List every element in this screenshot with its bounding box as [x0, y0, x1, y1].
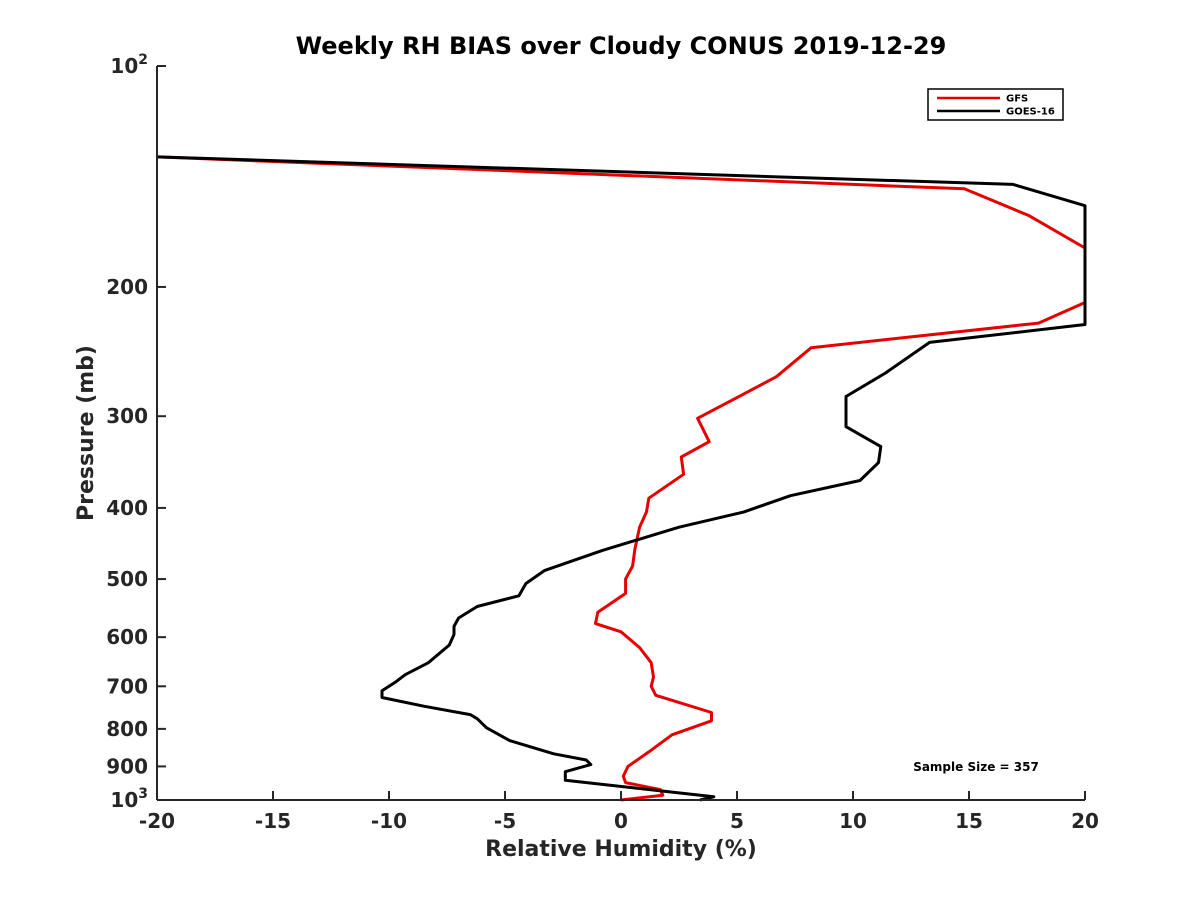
x-tick-label: 5: [730, 809, 744, 833]
x-tick-label: -15: [255, 809, 291, 833]
x-tick-label: -10: [371, 809, 407, 833]
legend-label: GOES-16: [1006, 107, 1055, 118]
legend: GFS GOES-16: [927, 88, 1064, 121]
x-tick-label: -5: [494, 809, 516, 833]
y-tick-label: 800: [106, 717, 148, 741]
y-tick-label: 102: [110, 52, 148, 78]
y-tick-label: 200: [106, 275, 148, 299]
series-layer: [156, 155, 1087, 802]
y-tick-label: 500: [106, 567, 148, 591]
y-tick-label: 900: [106, 754, 148, 778]
legend-box: [927, 88, 1064, 121]
series-line-goes-16: [156, 155, 1087, 802]
y-tick-label: 300: [106, 404, 148, 428]
y-tick-label: 400: [106, 496, 148, 520]
sample-size-annotation: Sample Size = 357: [913, 760, 1039, 774]
x-axis-title: Relative Humidity (%): [485, 837, 757, 862]
legend-label: GFS: [1006, 94, 1028, 105]
y-tick-label: 600: [106, 625, 148, 649]
x-tick-label: 20: [1071, 809, 1099, 833]
series-line-gfs: [156, 155, 1087, 802]
x-tick-label: -20: [139, 809, 175, 833]
x-tick-label: 10: [839, 809, 867, 833]
y-axis-title: Pressure (mb): [74, 345, 99, 521]
y-tick-label: 700: [106, 674, 148, 698]
x-tick-label: 0: [614, 809, 628, 833]
chart-title: Weekly RH BIAS over Cloudy CONUS 2019-12…: [296, 32, 947, 60]
x-tick-label: 15: [955, 809, 983, 833]
x-ticks: -20 -15 -10 -5 0 5 10 15 20: [139, 791, 1099, 833]
